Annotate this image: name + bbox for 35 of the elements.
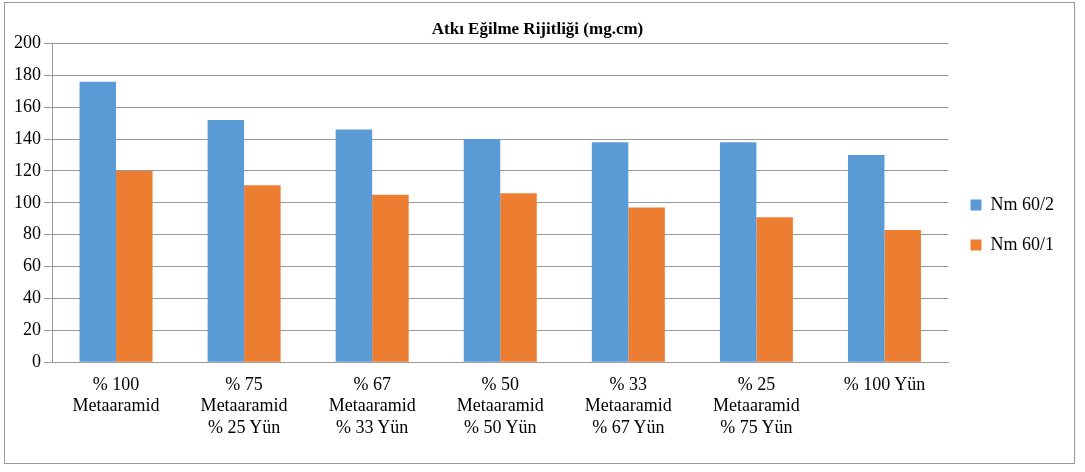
chart-title: Atkı Eğilme Rijitliği (mg.cm) <box>431 18 644 38</box>
bar <box>335 129 373 362</box>
y-tick-label: 80 <box>23 223 41 244</box>
legend-label: Nm 60/2 <box>990 193 1055 214</box>
bar <box>628 207 665 362</box>
y-tick-label: 200 <box>14 32 41 53</box>
x-tick-label: % 67 Metaaramid % 33 Yün <box>328 373 416 437</box>
x-tick-label: % 33 Metaaramid % 67 Yün <box>584 373 672 437</box>
x-tick-label: % 25 Metaaramid % 75 Yün <box>712 373 800 437</box>
y-tick-label: 120 <box>14 159 41 180</box>
bar <box>207 119 245 362</box>
bar <box>79 81 117 362</box>
y-tick-label: 20 <box>23 319 41 340</box>
bar <box>116 170 153 362</box>
x-tick-label: % 100 Yün <box>843 373 926 394</box>
bar <box>591 142 629 362</box>
x-tick-label: % 75 Metaaramid % 25 Yün <box>200 373 288 437</box>
bar <box>463 139 501 362</box>
y-tick-label: 140 <box>14 127 41 148</box>
y-tick-label: 160 <box>14 95 41 116</box>
x-tick-label: % 50 Metaaramid % 50 Yün <box>456 373 544 437</box>
y-tick-label: 180 <box>14 64 41 85</box>
y-tick-label: 40 <box>23 287 41 308</box>
bar <box>244 185 281 362</box>
bar <box>500 193 537 362</box>
x-tick-label: % 100 Metaaramid <box>72 373 160 416</box>
legend-label: Nm 60/1 <box>990 233 1055 254</box>
y-tick-label: 100 <box>14 191 41 212</box>
bar <box>372 194 409 362</box>
y-tick-label: 0 <box>32 350 41 371</box>
bar <box>756 217 793 362</box>
bar <box>719 142 757 362</box>
y-tick-label: 60 <box>23 255 41 276</box>
bar <box>847 154 885 362</box>
bar <box>884 229 921 362</box>
